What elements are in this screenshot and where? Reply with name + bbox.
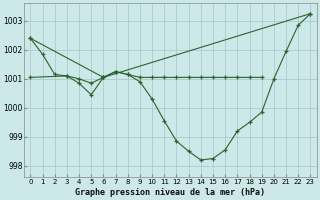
X-axis label: Graphe pression niveau de la mer (hPa): Graphe pression niveau de la mer (hPa) <box>76 188 265 197</box>
